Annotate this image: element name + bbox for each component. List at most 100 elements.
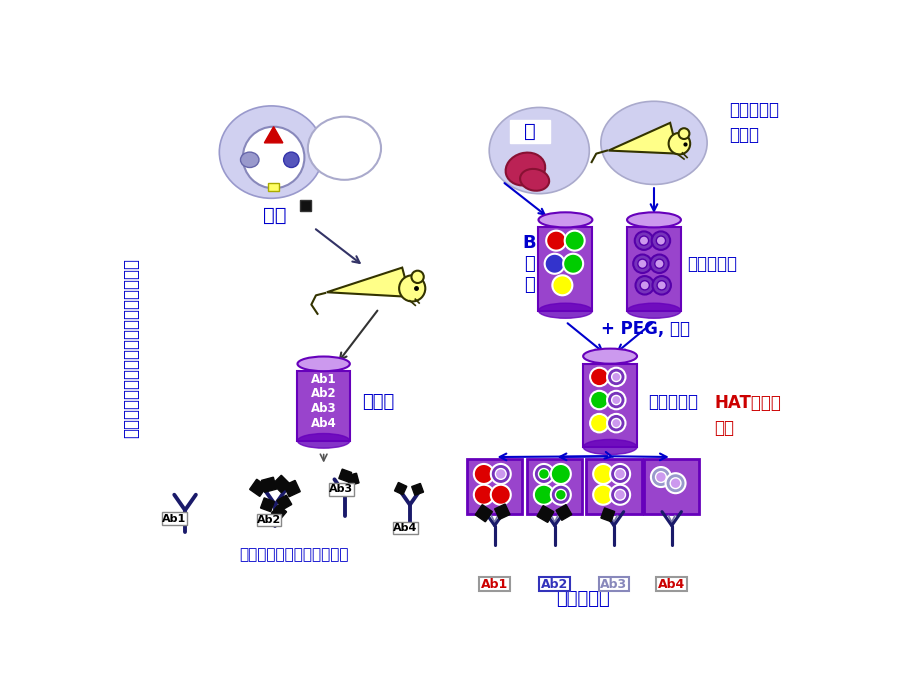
Text: Ab4: Ab4 xyxy=(392,523,417,533)
Circle shape xyxy=(652,276,670,295)
Bar xyxy=(346,473,358,486)
Text: Ab2: Ab2 xyxy=(311,387,336,400)
Ellipse shape xyxy=(519,169,549,190)
Ellipse shape xyxy=(505,152,545,186)
Circle shape xyxy=(655,236,664,245)
Bar xyxy=(537,506,553,522)
Circle shape xyxy=(494,469,505,480)
Text: 骨髓瘤小鼠
取腹水: 骨髓瘤小鼠 取腹水 xyxy=(729,101,778,144)
Bar xyxy=(598,577,629,591)
Ellipse shape xyxy=(538,303,592,318)
Ellipse shape xyxy=(308,117,380,180)
Circle shape xyxy=(533,485,553,505)
Ellipse shape xyxy=(219,106,323,198)
Text: + PEG, 融合: + PEG, 融合 xyxy=(600,320,689,338)
Circle shape xyxy=(550,485,570,505)
Text: B
细
胞: B 细 胞 xyxy=(522,234,536,293)
Bar xyxy=(466,459,522,514)
Text: Ab3: Ab3 xyxy=(311,402,336,415)
Circle shape xyxy=(651,231,669,250)
Ellipse shape xyxy=(297,433,349,448)
Circle shape xyxy=(411,270,424,283)
Bar xyxy=(411,484,423,495)
Text: Ab2: Ab2 xyxy=(540,578,568,591)
Circle shape xyxy=(473,464,494,484)
Circle shape xyxy=(607,414,625,433)
Text: Ab3: Ab3 xyxy=(600,578,627,591)
Circle shape xyxy=(614,489,625,500)
Circle shape xyxy=(551,275,572,295)
Circle shape xyxy=(651,467,670,487)
Circle shape xyxy=(593,464,613,484)
Bar xyxy=(249,480,267,496)
Polygon shape xyxy=(538,228,592,310)
Bar xyxy=(284,480,300,497)
Bar xyxy=(539,577,570,591)
Circle shape xyxy=(614,469,625,480)
Text: 杂交瘤细胞: 杂交瘤细胞 xyxy=(648,393,698,411)
Circle shape xyxy=(678,128,688,139)
Bar xyxy=(643,459,698,514)
Bar xyxy=(268,183,278,190)
Circle shape xyxy=(639,236,648,245)
Circle shape xyxy=(654,259,664,268)
Text: 普通抗血清（多克隆抗体）: 普通抗血清（多克隆抗体） xyxy=(239,547,349,562)
Text: Ab1: Ab1 xyxy=(162,513,187,524)
Circle shape xyxy=(555,489,565,500)
Bar xyxy=(300,200,311,211)
Text: 脾: 脾 xyxy=(524,122,535,141)
Ellipse shape xyxy=(600,101,707,184)
Circle shape xyxy=(640,281,649,290)
Text: Ab4: Ab4 xyxy=(657,578,685,591)
Circle shape xyxy=(609,464,630,484)
Circle shape xyxy=(650,255,668,273)
Text: 单克隆抗体: 单克隆抗体 xyxy=(556,590,609,608)
Circle shape xyxy=(544,254,564,274)
Polygon shape xyxy=(607,123,677,154)
Text: 单克隆抗体和多克隆抗体产生区别示意图: 单克隆抗体和多克隆抗体产生区别示意图 xyxy=(122,259,140,438)
Bar xyxy=(509,120,550,143)
Ellipse shape xyxy=(583,440,636,455)
Ellipse shape xyxy=(583,348,636,364)
Text: Ab1: Ab1 xyxy=(481,578,507,591)
Text: Ab1: Ab1 xyxy=(311,373,336,386)
Circle shape xyxy=(607,368,625,386)
Circle shape xyxy=(589,391,607,409)
Text: HAT培养，
稀释: HAT培养， 稀释 xyxy=(713,394,780,437)
Circle shape xyxy=(399,275,425,302)
Polygon shape xyxy=(326,268,410,297)
Polygon shape xyxy=(264,127,282,143)
Circle shape xyxy=(655,472,665,482)
Circle shape xyxy=(490,464,510,484)
Text: Ab3: Ab3 xyxy=(329,484,353,494)
Circle shape xyxy=(668,133,689,155)
Ellipse shape xyxy=(283,152,299,168)
Circle shape xyxy=(635,276,653,295)
Bar xyxy=(329,483,353,495)
Ellipse shape xyxy=(489,108,589,194)
Circle shape xyxy=(533,464,553,484)
Circle shape xyxy=(609,485,630,505)
Text: 抗原: 抗原 xyxy=(263,206,287,225)
Bar xyxy=(256,514,281,526)
Ellipse shape xyxy=(240,152,259,168)
Circle shape xyxy=(664,473,685,493)
Circle shape xyxy=(243,127,304,188)
Circle shape xyxy=(538,469,549,480)
Circle shape xyxy=(634,231,652,250)
Circle shape xyxy=(473,485,494,505)
Circle shape xyxy=(607,391,625,409)
Text: 骨髓瘤细胞: 骨髓瘤细胞 xyxy=(686,255,736,273)
Circle shape xyxy=(611,373,620,382)
Circle shape xyxy=(637,259,646,268)
Bar xyxy=(475,504,492,522)
Bar xyxy=(479,577,509,591)
Bar xyxy=(392,522,417,534)
Bar xyxy=(600,508,614,522)
Bar xyxy=(272,475,289,493)
Circle shape xyxy=(589,414,607,433)
Text: 抗血清: 抗血清 xyxy=(362,393,394,411)
Circle shape xyxy=(564,230,584,250)
Bar xyxy=(260,498,274,512)
Circle shape xyxy=(589,368,607,386)
